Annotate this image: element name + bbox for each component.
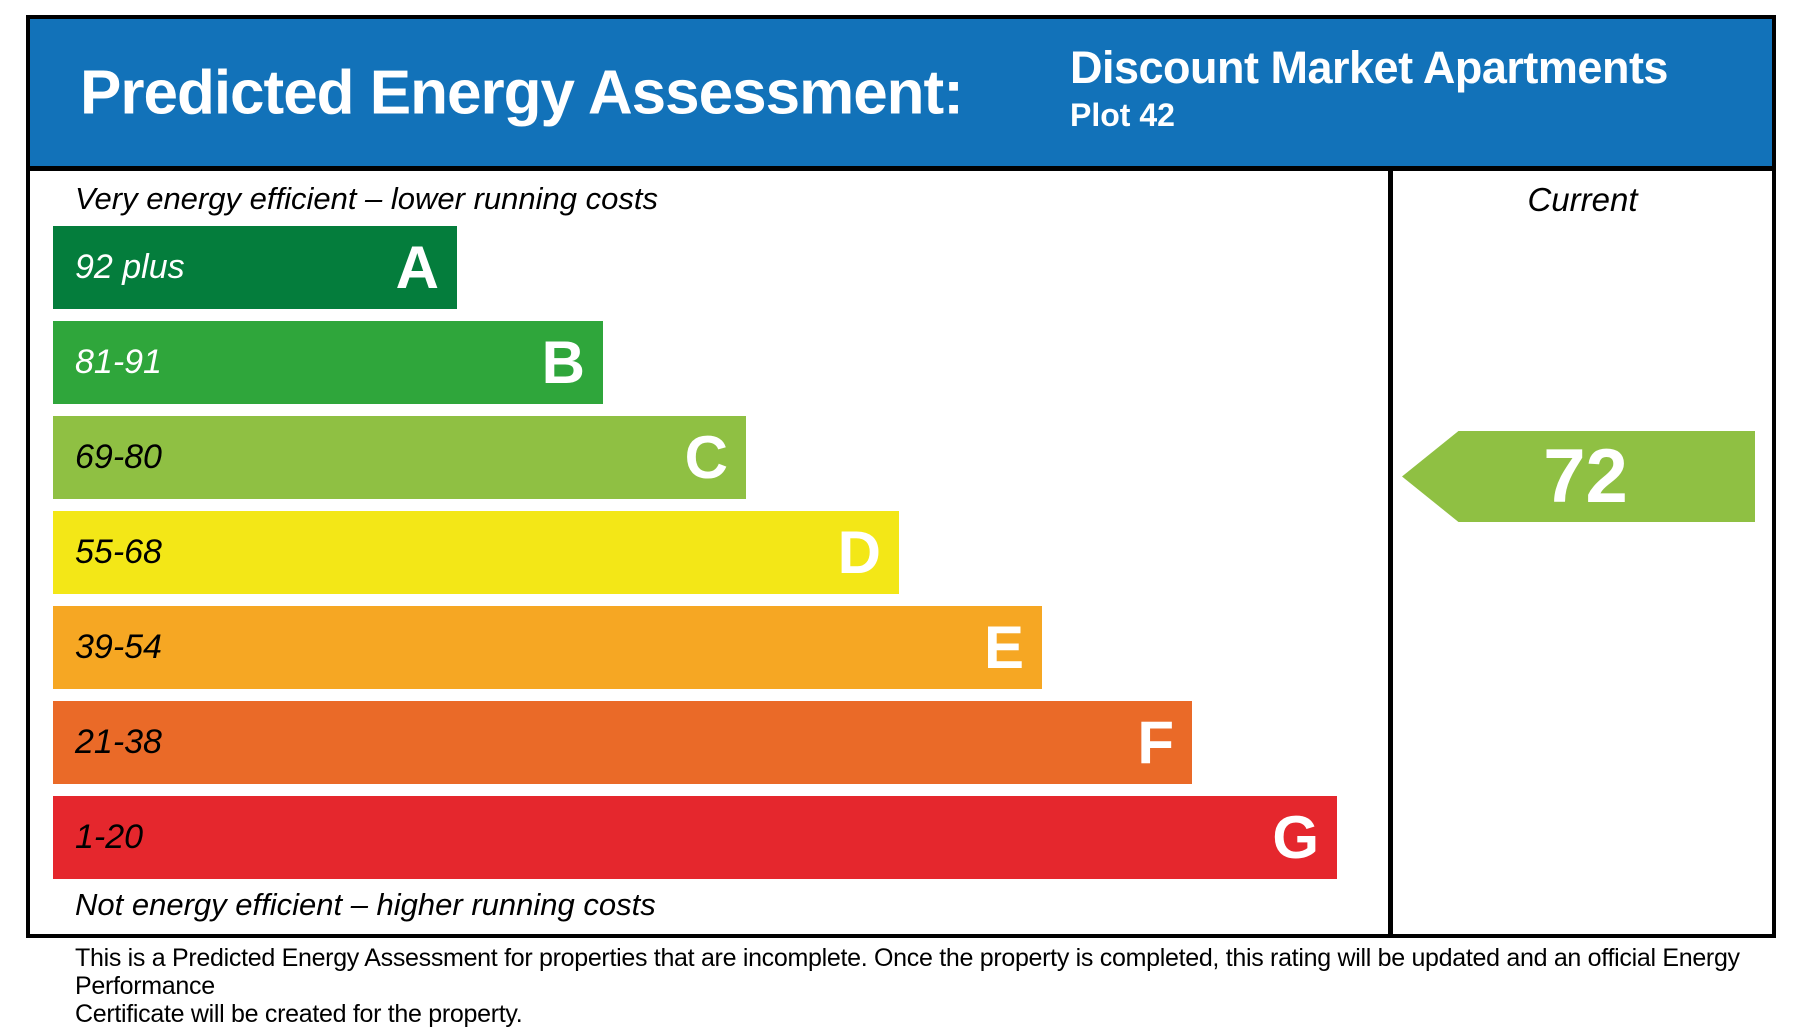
band-row-a: 92 plus A xyxy=(53,226,457,309)
property-name: Discount Market Apartments xyxy=(1070,42,1668,93)
band-range-label: 39-54 xyxy=(75,628,162,666)
band-letter: G xyxy=(1272,803,1319,871)
band-letter: C xyxy=(684,423,728,491)
band-row-c: 69-80 C xyxy=(53,416,746,499)
disclaimer-line-1: This is a Predicted Energy Assessment fo… xyxy=(75,944,1740,1000)
band-range-label: 55-68 xyxy=(75,533,162,571)
band-range-label: 1-20 xyxy=(75,818,144,856)
rating-bands: 92 plus A 81-91 B 69-80 C 55-68 D 39-54 … xyxy=(53,226,1337,891)
band-range-label: 21-38 xyxy=(75,723,162,761)
band-row-d: 55-68 D xyxy=(53,511,899,594)
band-letter: F xyxy=(1137,708,1174,776)
epc-chart-frame: Predicted Energy Assessment: Discount Ma… xyxy=(26,15,1776,938)
bottom-efficiency-label: Not energy efficient – higher running co… xyxy=(75,887,656,922)
top-efficiency-label: Very energy efficient – lower running co… xyxy=(75,181,658,216)
rating-chart-area: Very energy efficient – lower running co… xyxy=(30,171,1772,934)
disclaimer-line-2: Certificate will be created for the prop… xyxy=(75,1000,523,1028)
disclaimer-text: This is a Predicted Energy Assessment fo… xyxy=(75,944,1800,1028)
page-title: Predicted Energy Assessment: xyxy=(80,58,964,127)
band-letter: D xyxy=(837,518,881,586)
band-row-e: 39-54 E xyxy=(53,606,1042,689)
band-range-label: 81-91 xyxy=(75,343,162,381)
chart-header: Predicted Energy Assessment: Discount Ma… xyxy=(30,19,1772,171)
current-rating-arrow-icon: 72 xyxy=(1402,431,1755,522)
current-column-divider xyxy=(1388,171,1393,934)
band-row-g: 1-20 G xyxy=(53,796,1337,879)
property-info: Discount Market Apartments Plot 42 xyxy=(1070,42,1668,134)
band-letter: B xyxy=(541,328,585,396)
band-letter: A xyxy=(395,233,439,301)
current-rating-value: 72 xyxy=(1543,433,1628,519)
band-range-label: 92 plus xyxy=(75,248,185,286)
band-row-b: 81-91 B xyxy=(53,321,603,404)
plot-number: Plot 42 xyxy=(1070,97,1175,133)
band-row-f: 21-38 F xyxy=(53,701,1192,784)
band-letter: E xyxy=(983,613,1024,681)
current-column-header: Current xyxy=(1527,181,1638,218)
band-range-label: 69-80 xyxy=(75,438,162,476)
